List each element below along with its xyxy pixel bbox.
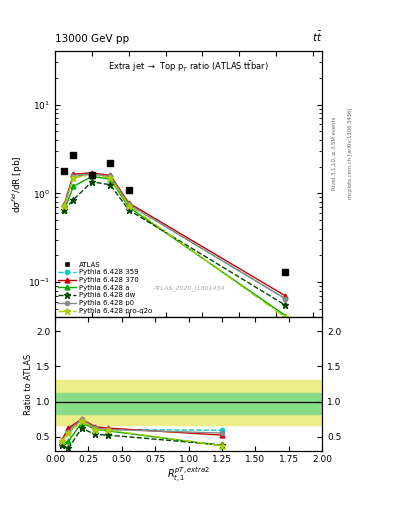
Y-axis label: Ratio to ATLAS: Ratio to ATLAS [24, 353, 33, 415]
Text: $t\bar{t}$: $t\bar{t}$ [312, 29, 322, 44]
Text: mcplots.cern.ch [arXiv:1306.3436]: mcplots.cern.ch [arXiv:1306.3436] [348, 108, 353, 199]
Y-axis label: d$\sigma^{fid}$/dR [pb]: d$\sigma^{fid}$/dR [pb] [11, 156, 25, 213]
Text: Extra jet $\rightarrow$ Top p$_T$ ratio (ATLAS t$\bar{\rm t}$bar): Extra jet $\rightarrow$ Top p$_T$ ratio … [108, 59, 269, 74]
Text: ATLAS_2020_I1801434: ATLAS_2020_I1801434 [153, 285, 224, 291]
Legend: ATLAS, Pythia 6.428 359, Pythia 6.428 370, Pythia 6.428 a, Pythia 6.428 dw, Pyth: ATLAS, Pythia 6.428 359, Pythia 6.428 37… [57, 260, 153, 315]
X-axis label: $R_{t,1}^{pT,extra2}$: $R_{t,1}^{pT,extra2}$ [167, 466, 210, 485]
Text: Rivet 3.1.10, ≥ 3.5M events: Rivet 3.1.10, ≥ 3.5M events [332, 117, 337, 190]
Text: 13000 GeV pp: 13000 GeV pp [55, 33, 129, 44]
